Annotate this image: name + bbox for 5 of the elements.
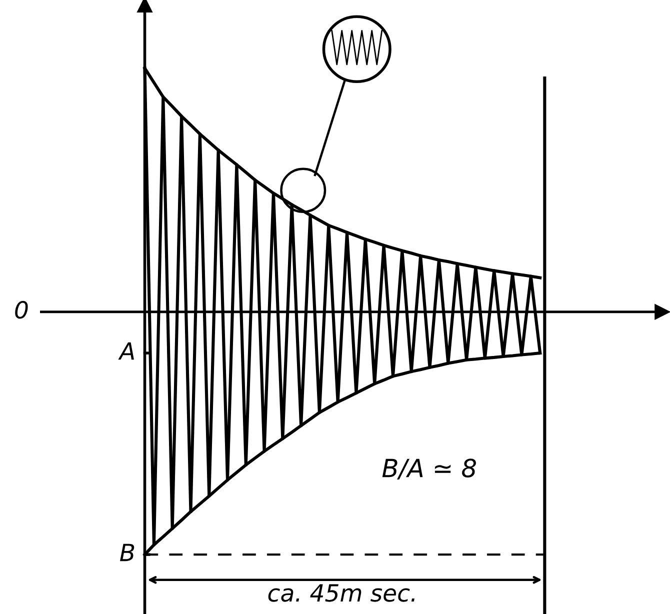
annotation: B/A ≃ 8 — [382, 458, 476, 480]
text: 0 — [15, 300, 28, 319]
text: B — [120, 544, 134, 562]
text: A — [118, 342, 134, 360]
text: ca. 45m sec. — [268, 584, 414, 602]
